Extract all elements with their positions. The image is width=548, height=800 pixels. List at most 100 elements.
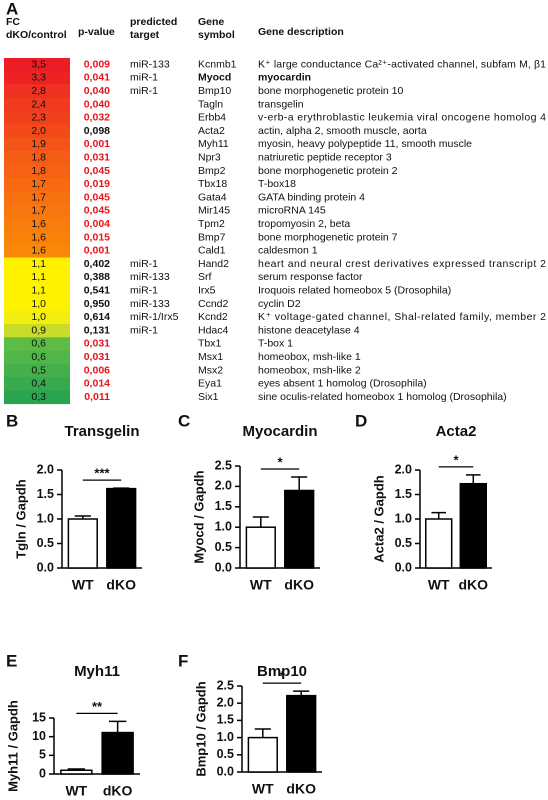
fc-cell [4, 177, 70, 192]
fc-value: 1,0 [31, 298, 46, 310]
p-value: 0,541 [84, 285, 110, 297]
y-axis-label: Tgln / Gapdh [13, 479, 28, 558]
p-value: 0,040 [84, 98, 110, 110]
bar [67, 518, 98, 569]
y-tick-label: 0.0 [217, 764, 234, 778]
fc-value: 2,0 [31, 125, 46, 137]
gene-symbol: Bmp10 [198, 85, 231, 97]
y-axis-label: Myocd / Gapdh [191, 470, 206, 563]
fc-value: 1,1 [31, 258, 46, 270]
table-header: FC [6, 16, 20, 28]
fc-value: 1,7 [31, 178, 46, 190]
gene-symbol: Acta2 [198, 125, 225, 137]
gene-symbol: Msx2 [198, 364, 223, 376]
y-axis-label: Acta2 / Gapdh [371, 475, 386, 562]
gene-symbol: Erbb4 [198, 112, 226, 124]
predicted-target: miR-1/Irx5 [130, 311, 179, 323]
bar [286, 694, 317, 773]
fc-cell [4, 257, 70, 272]
fc-value: 0,4 [31, 378, 46, 390]
gene-description: homeobox, msh-like 2 [258, 364, 361, 376]
gene-description: T-box 1 [258, 338, 293, 350]
gene-description: tropomyosin 2, beta [258, 218, 350, 230]
fc-value: 0,6 [31, 351, 46, 363]
gene-symbol: Eya1 [198, 378, 222, 390]
fc-value: 1,6 [31, 245, 46, 257]
gene-description: serum response factor [258, 271, 363, 283]
chart-title: Transgelin [64, 423, 139, 440]
fc-value: 2,3 [31, 112, 46, 124]
fc-value: 3,3 [31, 72, 46, 84]
p-value: 0,032 [84, 112, 110, 124]
chart-title: Acta2 [436, 423, 477, 440]
panel-label: C [178, 411, 190, 430]
p-value: 0,950 [84, 298, 110, 310]
fc-cell [4, 137, 70, 152]
fc-cell [4, 191, 70, 205]
fc-cell [4, 124, 70, 139]
gene-description: bone morphogenetic protein 7 [258, 231, 398, 243]
fc-value: 1,7 [31, 191, 46, 203]
y-tick-label: 2.5 [215, 458, 232, 472]
x-tick-label: dKO [284, 577, 314, 593]
predicted-target: miR-1 [130, 258, 158, 270]
x-tick-label: dKO [106, 577, 136, 593]
gene-symbol: Tbx18 [198, 178, 227, 190]
gene-description: histone deacetylase 4 [258, 324, 360, 336]
y-tick-label: 2.5 [217, 678, 234, 692]
y-tick-label: 1.5 [395, 487, 412, 501]
p-value: 0,040 [84, 85, 110, 97]
gene-description: Iroquois related homeobox 5 (Drosophila) [258, 285, 451, 297]
y-tick-label: 0.5 [395, 536, 412, 550]
y-tick-label: 1.0 [215, 519, 232, 533]
fc-value: 1,6 [31, 218, 46, 230]
gene-description: bone morphogenetic protein 2 [258, 165, 398, 177]
fc-value: 1,6 [31, 231, 46, 243]
x-tick-label: WT [428, 577, 450, 593]
significance-label: * [453, 452, 459, 467]
gene-description: sine oculis-related homeobox 1 homolog (… [258, 391, 507, 403]
gene-description: myocardin [258, 72, 311, 84]
gene-description: GATA binding protein 4 [258, 191, 365, 203]
gene-description: bone morphogenetic protein 10 [258, 85, 404, 97]
predicted-target: miR-1 [130, 85, 158, 97]
p-value: 0,041 [84, 72, 110, 84]
p-value: 0,098 [84, 125, 110, 137]
fc-cell [4, 204, 70, 218]
gene-symbol: Bmp2 [198, 165, 226, 177]
table-header: p-value [78, 26, 115, 38]
fc-cell [4, 84, 70, 99]
gene-symbol: Ccnd2 [198, 298, 229, 310]
p-value: 0,031 [84, 351, 110, 363]
p-value: 0,015 [84, 231, 110, 243]
gene-symbol: Msx1 [198, 351, 223, 363]
gene-symbol: Bmp7 [198, 231, 226, 243]
fc-cell [4, 58, 70, 72]
fc-cell [4, 284, 70, 298]
x-tick-label: WT [252, 781, 274, 797]
fc-cell [4, 71, 70, 85]
fc-value: 1,7 [31, 205, 46, 217]
p-value: 0,001 [84, 245, 110, 257]
table-header: Gene description [258, 26, 344, 38]
fc-cell [4, 324, 70, 338]
bar [101, 731, 134, 775]
p-value: 0,019 [84, 178, 110, 190]
fc-value: 1,1 [31, 285, 46, 297]
y-tick-label: 2.0 [37, 462, 54, 476]
bar [245, 526, 276, 569]
panel-label: E [6, 651, 17, 670]
y-tick-label: 1.0 [395, 511, 412, 525]
fc-value: 1,1 [31, 271, 46, 283]
fc-value: 0,6 [31, 338, 46, 350]
gene-symbol: Npr3 [198, 152, 221, 164]
p-value: 0,402 [84, 258, 110, 270]
gene-description: natriuretic peptide receptor 3 [258, 152, 392, 164]
gene-symbol: Hand2 [198, 258, 229, 270]
x-tick-label: WT [65, 783, 87, 799]
predicted-target: miR-133 [130, 298, 170, 310]
bar [106, 487, 137, 569]
y-tick-label: 2.0 [395, 462, 412, 476]
p-value: 0,009 [84, 58, 110, 70]
